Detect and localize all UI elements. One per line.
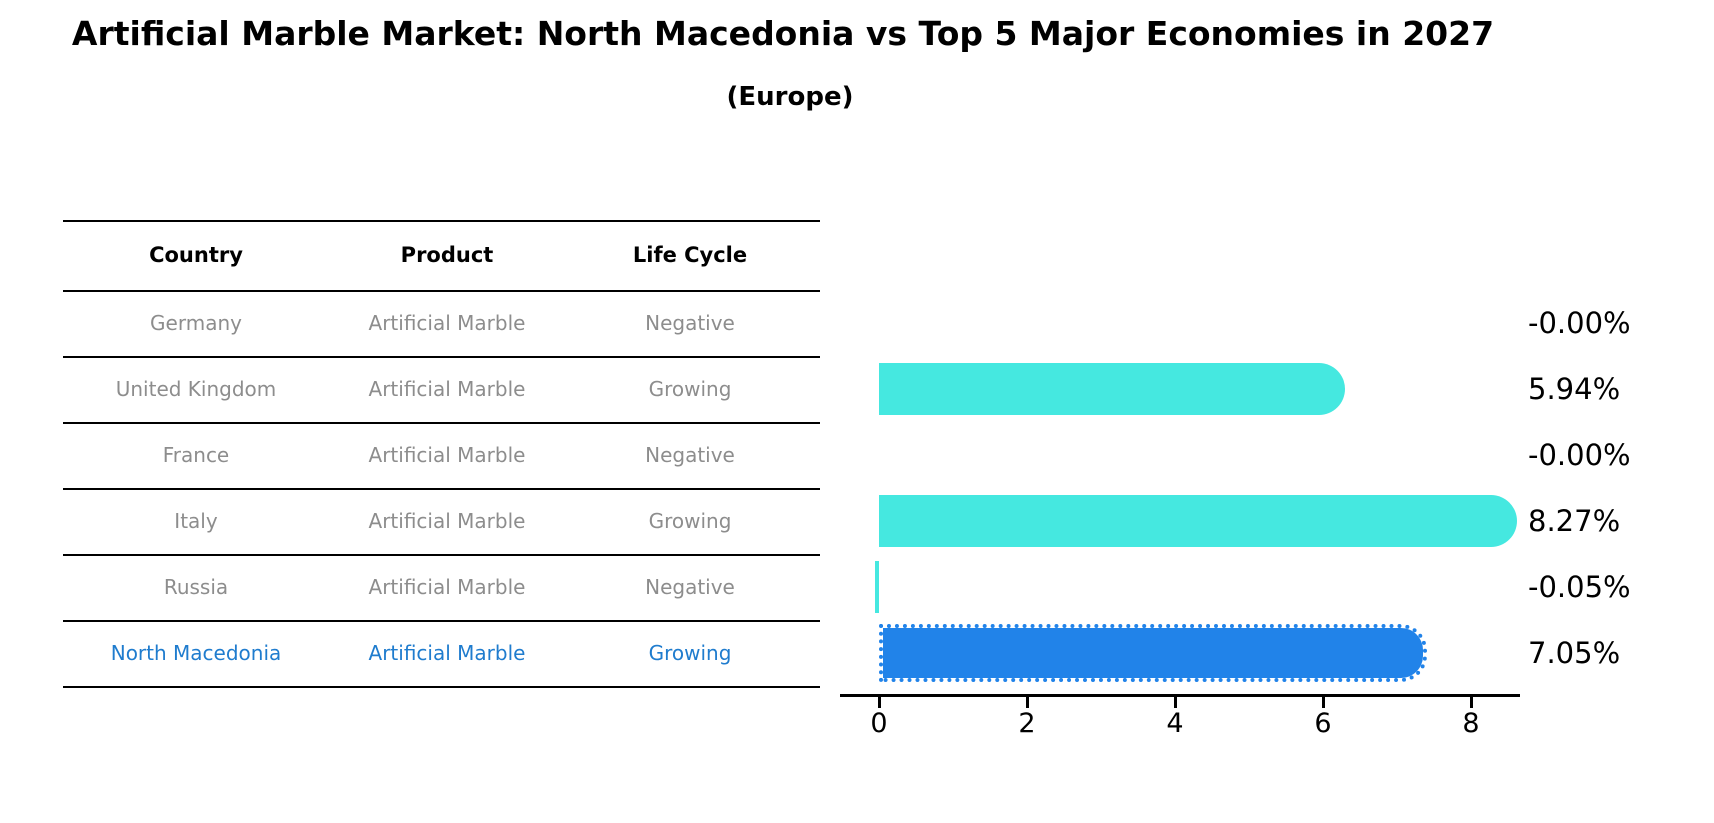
- bar-north-macedonia: [879, 624, 1427, 682]
- table-header-divider: [63, 290, 820, 292]
- column-header-life-cycle: Life Cycle: [632, 243, 748, 267]
- cell-product: Artificial Marble: [368, 575, 526, 599]
- value-label-russia: -0.05%: [1528, 570, 1631, 604]
- cell-life-cycle: Negative: [645, 443, 735, 467]
- x-axis-tick-label: 0: [870, 708, 888, 739]
- bar-italy: [879, 495, 1517, 547]
- cell-life-cycle: Growing: [648, 509, 732, 533]
- table-row-north-macedonia: North Macedonia Artificial Marble Growin…: [63, 620, 820, 686]
- cell-product: Artificial Marble: [368, 641, 526, 665]
- table-row-divider: [63, 488, 820, 490]
- value-label-north-macedonia: 7.05%: [1528, 636, 1621, 670]
- table-row-divider: [63, 620, 820, 622]
- x-axis-line: [840, 694, 1520, 697]
- cell-life-cycle: Growing: [648, 641, 732, 665]
- table-header-row: Country Product Life Cycle: [63, 220, 820, 290]
- cell-product: Artificial Marble: [368, 377, 526, 401]
- table-row-italy: Italy Artificial Marble Growing: [63, 488, 820, 554]
- x-axis-tick: [1174, 697, 1177, 708]
- x-axis-tick: [878, 697, 881, 708]
- cell-life-cycle: Growing: [648, 377, 732, 401]
- x-axis-tick: [1470, 697, 1473, 708]
- x-axis-tick-label: 6: [1314, 708, 1332, 739]
- cell-country: Germany: [150, 311, 242, 335]
- value-label-united-kingdom: 5.94%: [1528, 372, 1621, 406]
- chart-subtitle: (Europe): [726, 82, 854, 112]
- table-row-russia: Russia Artificial Marble Negative: [63, 554, 820, 620]
- cell-country: France: [162, 443, 230, 467]
- cell-country: North Macedonia: [110, 641, 282, 665]
- cell-life-cycle: Negative: [645, 311, 735, 335]
- table-bottom-border: [63, 686, 820, 688]
- x-axis-tick-label: 8: [1462, 708, 1480, 739]
- table-row-united-kingdom: United Kingdom Artificial Marble Growing: [63, 356, 820, 422]
- column-header-country: Country: [149, 243, 243, 267]
- cell-country: United Kingdom: [115, 377, 277, 401]
- table-row-germany: Germany Artificial Marble Negative: [63, 290, 820, 356]
- cell-country: Italy: [174, 509, 218, 533]
- cell-product: Artificial Marble: [368, 311, 526, 335]
- table-row-divider: [63, 554, 820, 556]
- column-header-product: Product: [400, 243, 494, 267]
- x-axis-tick-label: 4: [1166, 708, 1184, 739]
- value-label-italy: 8.27%: [1528, 504, 1621, 538]
- cell-product: Artificial Marble: [368, 509, 526, 533]
- table-row-divider: [63, 422, 820, 424]
- cell-product: Artificial Marble: [368, 443, 526, 467]
- table-row-divider: [63, 356, 820, 358]
- chart-title: Artificial Marble Market: North Macedoni…: [71, 14, 1495, 53]
- cell-life-cycle: Negative: [645, 575, 735, 599]
- bar-united-kingdom: [879, 363, 1345, 415]
- bar-russia: [875, 561, 879, 613]
- x-axis-tick: [1026, 697, 1029, 708]
- x-axis-tick: [1322, 697, 1325, 708]
- table-row-france: France Artificial Marble Negative: [63, 422, 820, 488]
- value-label-france: -0.00%: [1528, 438, 1631, 472]
- x-axis-tick-label: 2: [1018, 708, 1036, 739]
- value-label-germany: -0.00%: [1528, 306, 1631, 340]
- cell-country: Russia: [163, 575, 229, 599]
- table-top-border: [63, 220, 820, 222]
